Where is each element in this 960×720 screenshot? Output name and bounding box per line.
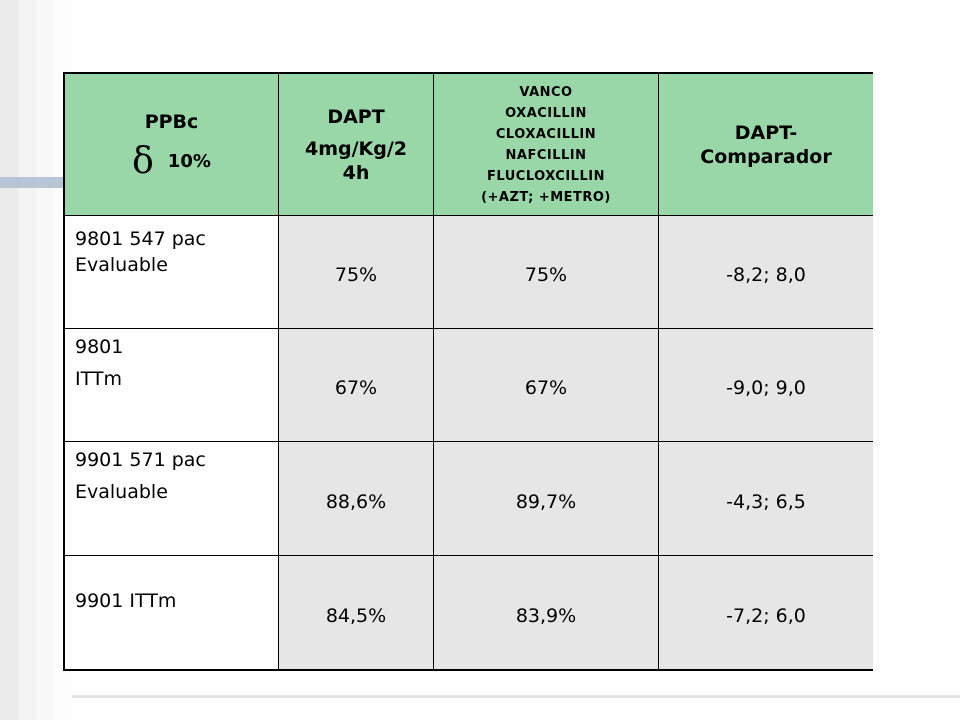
dapt-value: 84,5% — [279, 556, 434, 669]
difference-interval: -7,2; 6,0 — [659, 556, 873, 669]
header-dapt-line2: 4mg/Kg/2 — [304, 137, 408, 160]
header-comparator-line: FLUCLOXCILLIN — [487, 168, 605, 184]
header-delta-row: δ 10% — [132, 140, 211, 182]
comparator-value: 67% — [434, 329, 659, 442]
row-label-line1: 9801 — [75, 336, 124, 358]
slide-accent-bar — [0, 177, 66, 188]
header-ppbc: PPBc δ 10% — [65, 74, 279, 216]
slide-side-stripes — [0, 0, 72, 720]
header-comparator-line: CLOXACILLIN — [495, 126, 597, 142]
header-difference-line2: Comparador — [700, 145, 832, 168]
results-table: PPBc δ 10% DAPT 4mg/Kg/2 4h VANCO OXACIL… — [63, 72, 873, 671]
difference-interval: -4,3; 6,5 — [659, 442, 873, 556]
dapt-value: 88,6% — [279, 442, 434, 556]
header-comparator-line: OXACILLIN — [505, 105, 587, 121]
row-label: 9801 ITTm — [65, 329, 279, 442]
dapt-value: 75% — [279, 216, 434, 329]
comparator-value: 89,7% — [434, 442, 659, 556]
dapt-value: 67% — [279, 329, 434, 442]
header-ppbc-label: PPBc — [144, 110, 199, 133]
difference-interval: -8,2; 8,0 — [659, 216, 873, 329]
header-comparator-line: NAFCILLIN — [505, 147, 587, 163]
row-label: 9801 547 pac Evaluable — [65, 216, 279, 329]
comparator-value: 75% — [434, 216, 659, 329]
header-dapt-line1: DAPT — [327, 105, 385, 128]
header-dapt-line3: 4h — [342, 161, 370, 184]
slide-bottom-line — [72, 695, 960, 698]
header-comparator-line: (+AZT; +METRO) — [481, 189, 611, 205]
row-label-line2: ITTm — [75, 368, 122, 390]
comparator-value: 83,9% — [434, 556, 659, 669]
delta-value: 10% — [167, 151, 211, 172]
header-difference-line1: DAPT- — [734, 121, 798, 144]
header-dapt: DAPT 4mg/Kg/2 4h — [279, 74, 434, 216]
header-comparator-line: VANCO — [519, 84, 573, 100]
row-label-line2: Evaluable — [75, 481, 168, 503]
row-label-line1: 9901 571 pac — [75, 449, 206, 471]
row-label: 9901 571 pac Evaluable — [65, 442, 279, 556]
row-label-line1: 9901 ITTm — [75, 590, 177, 612]
row-label-line2: Evaluable — [75, 254, 168, 276]
header-dapt-comparador: DAPT- Comparador — [659, 74, 873, 216]
header-comparators: VANCO OXACILLIN CLOXACILLIN NAFCILLIN FL… — [434, 74, 659, 216]
row-label-line1: 9801 547 pac — [75, 228, 206, 250]
row-label: 9901 ITTm — [65, 556, 279, 669]
delta-symbol: δ — [132, 140, 154, 182]
difference-interval: -9,0; 9,0 — [659, 329, 873, 442]
